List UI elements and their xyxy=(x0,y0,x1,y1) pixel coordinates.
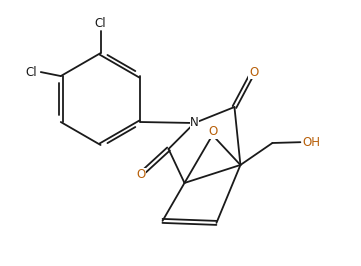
Text: O: O xyxy=(136,168,145,181)
Text: N: N xyxy=(190,116,199,129)
Text: O: O xyxy=(209,125,218,138)
Text: OH: OH xyxy=(303,136,321,149)
Text: O: O xyxy=(249,66,258,79)
Text: Cl: Cl xyxy=(95,16,106,30)
Text: Cl: Cl xyxy=(25,65,36,78)
